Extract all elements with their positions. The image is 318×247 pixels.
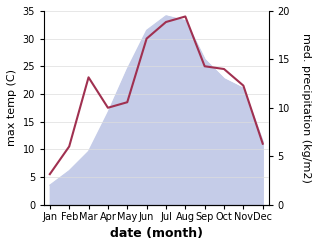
Y-axis label: max temp (C): max temp (C) <box>7 69 17 146</box>
X-axis label: date (month): date (month) <box>110 227 203 240</box>
Y-axis label: med. precipitation (kg/m2): med. precipitation (kg/m2) <box>301 33 311 183</box>
